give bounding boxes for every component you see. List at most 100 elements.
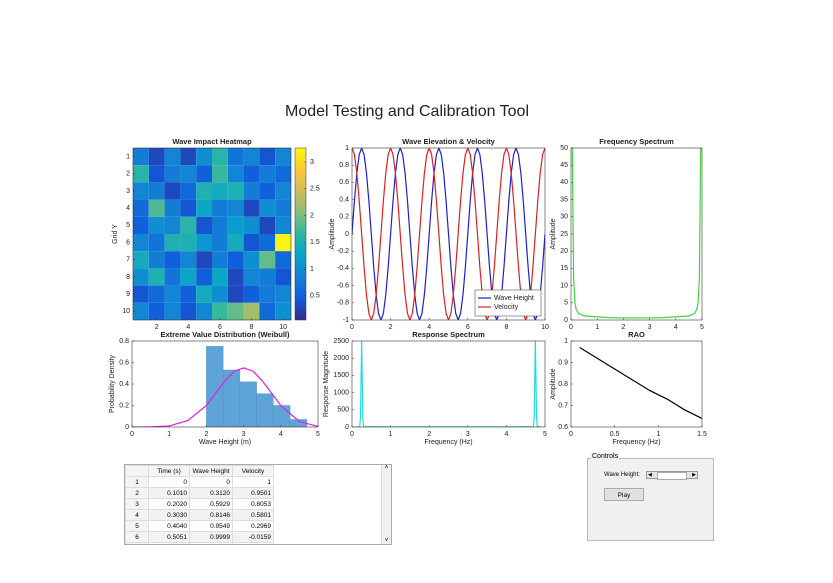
heat-cell (164, 268, 181, 286)
plot-area (132, 341, 318, 427)
table-cell: 0.9501 (232, 487, 274, 499)
heat-cell (212, 251, 228, 269)
axes-box (132, 147, 292, 321)
panel-title: Controls (591, 453, 620, 460)
heat-cell (259, 216, 276, 234)
heat-cell (259, 268, 276, 286)
heat-cell (243, 268, 260, 286)
heat-cell (243, 182, 260, 200)
heat-cell (275, 234, 291, 252)
heat-cell (133, 199, 149, 217)
legend-label: Wave Height (494, 295, 534, 302)
x-tick-label: 0.5 (610, 431, 620, 438)
table-cell: 0.4040 (148, 520, 190, 532)
heat-cell (148, 165, 165, 183)
heat-cell (180, 165, 197, 183)
row-header: 2 (125, 487, 149, 499)
heat-cell (275, 199, 291, 217)
heat-cell (212, 199, 228, 217)
y-tick-label: 5 (126, 222, 130, 229)
colorbar (294, 147, 307, 321)
chart-title: Wave Elevation & Velocity (402, 137, 496, 146)
x-tick-label: 8 (504, 324, 508, 331)
heat-cell (196, 199, 212, 217)
y-tick-label: 50 (560, 145, 568, 152)
legend-box (474, 289, 542, 317)
heat-cell (212, 302, 228, 320)
y-axis-label: Amplitude (550, 368, 557, 399)
table-row: 3 0.2020 0.5929 0.8053 (125, 498, 274, 510)
y-tick-label: 0.8 (558, 381, 568, 388)
heat-cell (164, 302, 181, 320)
histogram-bar (239, 381, 257, 427)
x-tick-label: 4 (427, 324, 431, 331)
y-tick-label: -0.2 (337, 248, 349, 255)
figure-title: Model Testing and Calibration Tool (285, 103, 529, 120)
table-cell: 0.2969 (232, 520, 274, 532)
heat-cell (180, 268, 197, 286)
heat-cell (212, 148, 228, 166)
table-cell: 0.5051 (148, 531, 190, 543)
heat-cell (196, 285, 212, 303)
heat-cell (164, 182, 181, 200)
corner (125, 465, 149, 477)
table-cell: 0.5801 (232, 509, 274, 521)
table-row: 70.60610.9450-0.3271 (125, 542, 274, 544)
heat-cell (259, 165, 276, 183)
heat-cell (243, 199, 260, 217)
y-axis-label: Probability Density (109, 355, 116, 413)
table-cell: 0.8146 (189, 509, 233, 521)
heat-cell (243, 216, 260, 234)
heat-cell (212, 216, 228, 234)
x-tick-label: 2 (204, 431, 208, 438)
table-cell: -0.3271 (232, 542, 274, 544)
table-row: 6 0.5051 0.9999 -0.0159 (125, 531, 274, 543)
heat-cell (148, 285, 165, 303)
data-table[interactable]: Time (s) Wave Height Velocity 1 0 0 1 2 0.1010 0.… (124, 464, 392, 545)
chart-title: Frequency Spectrum (599, 137, 674, 146)
x-tick-label: 5 (700, 324, 704, 331)
y-tick-label: 0.8 (339, 162, 349, 169)
table-cell: -0.0159 (232, 531, 274, 543)
play-button[interactable]: Play (604, 488, 644, 501)
x-tick-label: 1.5 (697, 431, 707, 438)
y-tick-label: 15 (560, 265, 568, 272)
y-axis-label: Response Magnitude (323, 351, 330, 417)
heat-cell (212, 285, 228, 303)
table-cell: 0 (189, 476, 233, 488)
scrollbar[interactable]: ˄ ˅ (381, 465, 391, 544)
y-axis-label: Grid Y (112, 224, 119, 244)
heat-cell (227, 216, 244, 234)
row-header: 1 (125, 476, 149, 488)
axes-box (351, 340, 546, 428)
heat-cell (227, 302, 244, 320)
slider-label: Wave Height: (604, 472, 640, 478)
y-tick-label: 0.6 (119, 359, 129, 366)
row-header: 3 (125, 498, 149, 510)
x-axis-label: Frequency (Hz) (612, 439, 660, 446)
y-tick-label: 0.2 (339, 214, 349, 221)
slider[interactable]: ◀ ▶ (646, 471, 698, 480)
colorbar-tick-label: 1.5 (310, 239, 320, 246)
heat-cell (259, 302, 276, 320)
y-tick-label: 1000 (333, 389, 349, 396)
x-tick-label: 4 (279, 431, 283, 438)
heat-cell (148, 148, 165, 166)
heat-cell (227, 285, 244, 303)
plot-area (352, 341, 545, 427)
x-tick-label: 0 (569, 431, 573, 438)
x-tick-label: 0 (350, 324, 354, 331)
heat-cell (196, 148, 212, 166)
y-tick-label: 0 (345, 424, 349, 431)
heat-cell (164, 216, 181, 234)
axes-background (571, 148, 702, 320)
x-tick-label: 6 (466, 324, 470, 331)
table-row: 4 0.3030 0.8146 0.5801 (125, 509, 274, 521)
table-row: 2 0.1010 0.3120 0.9501 (125, 487, 274, 499)
y-tick-label: 1 (564, 338, 568, 345)
y-tick-label: -1 (343, 317, 349, 324)
row-header: 7 (125, 542, 149, 544)
heat-cell (164, 199, 181, 217)
y-tick-label: 0.4 (119, 381, 129, 388)
